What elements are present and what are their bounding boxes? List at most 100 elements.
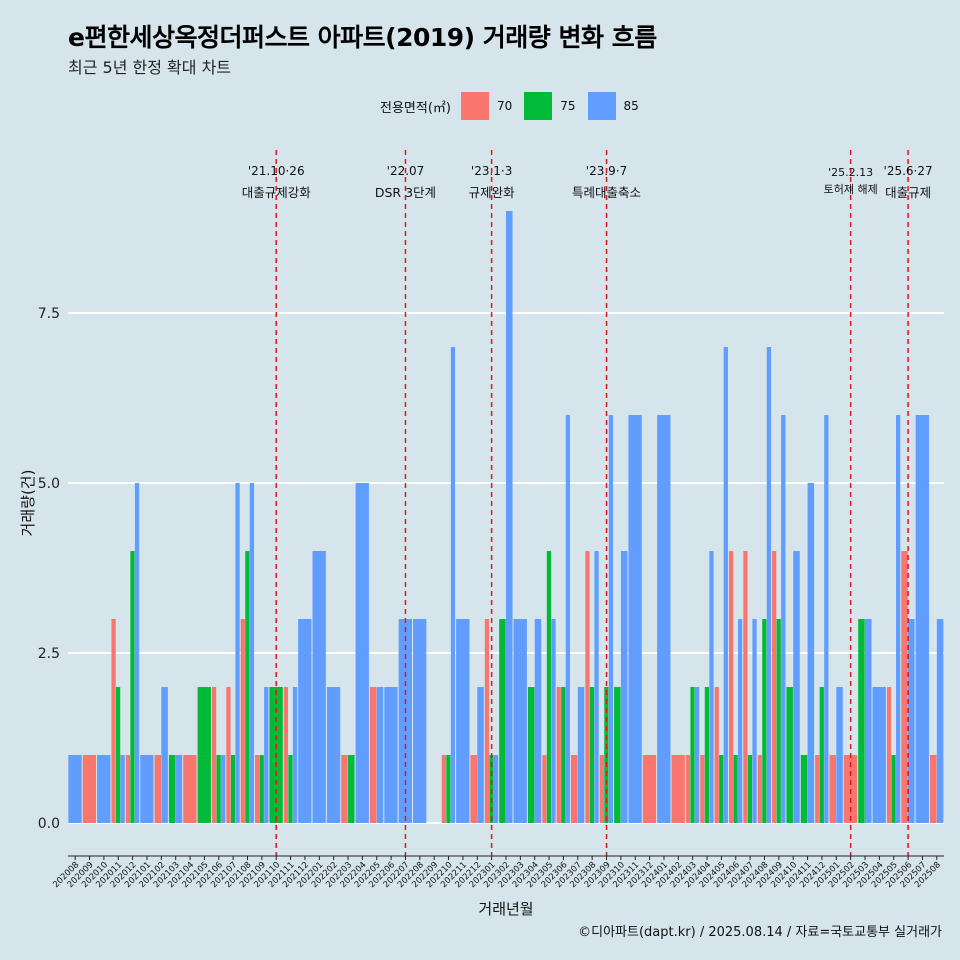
legend-swatch-85: [587, 92, 616, 120]
bar-85-202507: [915, 415, 929, 823]
source-caption: ©디아파트(dapt.kr) / 2025.08.14 / 자료=국토교통부 실…: [578, 925, 942, 940]
event-date-label: '22.07: [387, 164, 425, 178]
bar-70-202307: [570, 755, 578, 823]
bar-70-202506: [901, 551, 908, 823]
bar-85-202011: [120, 755, 125, 823]
bar-85-202311: [628, 415, 642, 823]
bar-85-202010: [97, 755, 111, 823]
bar-75-202111: [288, 755, 293, 823]
bar-85-202307: [577, 687, 585, 823]
bar-85-202211: [456, 619, 470, 823]
event-name-label: 대출규제강화: [242, 185, 312, 200]
bar-85-202101: [140, 755, 154, 823]
bar-85-202208: [413, 619, 427, 823]
bar-70-202407: [743, 551, 748, 823]
bar-75-202109: [259, 755, 264, 823]
legend-label-85: 85: [623, 99, 639, 113]
bar-70-202205: [369, 687, 377, 823]
bar-70-202306: [556, 687, 561, 823]
bar-75-202310: [614, 687, 621, 823]
bar-85-202112: [298, 619, 312, 823]
bar-85-202012: [134, 483, 140, 823]
bar-75-202105: [197, 687, 211, 823]
bar-75-202306: [561, 687, 566, 823]
event-date-label: '23.9·7: [586, 164, 627, 178]
bar-85-202103: [175, 755, 183, 823]
bar-85-202407: [752, 619, 757, 823]
bar-85-202108: [249, 483, 255, 823]
y-tick-label: 7.5: [38, 306, 60, 322]
bar-75-202308: [589, 687, 595, 823]
bar-70-202102: [154, 755, 162, 823]
bar-85-202109: [264, 687, 269, 823]
bar-70-202301: [484, 619, 490, 823]
bar-85-202306: [565, 415, 570, 823]
bar-85-202102: [161, 687, 168, 823]
bar-75-202410: [786, 687, 793, 823]
bar-70-202210: [441, 755, 446, 823]
event-name-label: 특례대출축소: [572, 185, 641, 200]
bar-85-202501: [836, 687, 843, 823]
bar-85-202106: [221, 755, 226, 823]
bar-70-202501: [829, 755, 836, 823]
bar-70-202108: [240, 619, 245, 823]
bar-75-202108: [245, 551, 250, 823]
bar-70-202408: [757, 755, 762, 823]
event-date-label: '25.2.13: [828, 166, 873, 179]
bar-75-202405: [719, 755, 724, 823]
bar-75-202408: [762, 619, 767, 823]
bar-75-202203: [348, 755, 355, 823]
bar-70-202308: [585, 551, 590, 823]
bar-85-202302: [506, 211, 513, 823]
bar-85-202304: [534, 619, 542, 823]
bar-75-202403: [690, 687, 695, 823]
bar-85-202409: [781, 415, 786, 823]
event-date-label: '23.1·3: [471, 164, 512, 178]
bar-85-202309: [608, 415, 614, 823]
bar-75-202412: [819, 687, 824, 823]
bar-85-202205: [376, 687, 384, 823]
bar-85-202305: [551, 619, 556, 823]
legend-label-70: 70: [496, 99, 513, 113]
event-name-label: 대출규제: [885, 185, 931, 200]
bar-85-202410: [793, 551, 800, 823]
bar-70-202109: [255, 755, 260, 823]
bar-70-202107: [226, 687, 231, 823]
legend-label-75: 75: [560, 99, 576, 113]
bar-75-202404: [704, 687, 710, 823]
bar-75-202411: [800, 755, 808, 823]
bar-85-202408: [766, 347, 772, 823]
event-date-label: '21.10·26: [248, 164, 305, 178]
bar-70-202309: [599, 755, 604, 823]
event-name-label: 토허제 해제: [824, 182, 878, 196]
bar-75-202012: [130, 551, 135, 823]
bar-70-202111: [283, 687, 289, 823]
y-tick-label: 0.0: [38, 816, 60, 832]
bar-75-202107: [230, 755, 236, 823]
legend-item-75: 75: [524, 92, 579, 120]
bar-70-202106: [211, 687, 217, 823]
bar-70-202203: [341, 755, 348, 823]
bar-75-202305: [546, 551, 552, 823]
bar-85-202401: [657, 415, 671, 823]
bar-70-202409: [772, 551, 777, 823]
legend-item-85: 85: [587, 92, 643, 120]
bar-85-202107: [235, 483, 240, 823]
bar-85-202504: [872, 687, 886, 823]
bar-85-202404: [709, 551, 714, 823]
bar-85-202506: [908, 619, 915, 823]
bar-85-202204: [355, 483, 369, 823]
bar-70-202402: [671, 755, 685, 823]
chart-subtitle: 최근 5년 한정 확대 차트: [68, 58, 232, 77]
bar-85-202303: [513, 619, 527, 823]
legend-title: 전용면적(㎡): [380, 100, 451, 116]
bar-70-202508: [929, 755, 937, 823]
bar-75-202103: [168, 755, 176, 823]
bar-70-202403: [685, 755, 691, 823]
bar-75-202011: [115, 687, 121, 823]
bar-70-202009: [82, 755, 97, 823]
y-tick-label: 5.0: [38, 476, 60, 492]
bar-70-202405: [714, 687, 719, 823]
